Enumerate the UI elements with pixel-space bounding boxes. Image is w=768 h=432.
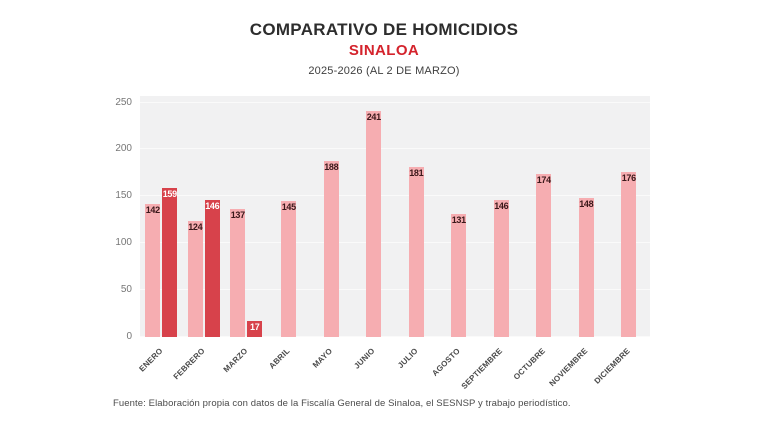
bar-2025-junio: 241 bbox=[366, 111, 382, 337]
x-col-julio: JULIO bbox=[395, 340, 438, 395]
bar-value-label: 159 bbox=[162, 189, 177, 199]
x-label-mayo: MAYO bbox=[311, 346, 335, 370]
bar-value-label: 241 bbox=[366, 112, 381, 122]
month-group-agosto: 131 bbox=[438, 96, 481, 337]
bar-2025-octubre: 174 bbox=[536, 174, 552, 337]
chart-title: COMPARATIVO DE HOMICIDIOS bbox=[249, 20, 519, 39]
x-col-abril: ABRIL bbox=[268, 340, 311, 395]
x-col-marzo: MARZO bbox=[221, 340, 268, 395]
y-tick-label: 50 bbox=[120, 284, 132, 296]
bar-value-label: 131 bbox=[451, 215, 466, 225]
month-group-enero: 142 159 bbox=[140, 96, 183, 337]
bar-value-label: 142 bbox=[145, 205, 160, 215]
x-col-septiembre: SEPTIEMBRE bbox=[460, 340, 523, 395]
month-group-octubre: 174 bbox=[523, 96, 566, 337]
bars-layer: 142 159 124 146 137 17 145 188 241 181 131 146 174 14… bbox=[140, 96, 650, 337]
bar-2025-enero: 142 bbox=[145, 204, 161, 337]
x-col-noviembre: NOVIEMBRE bbox=[548, 340, 608, 395]
month-group-noviembre: 148 bbox=[565, 96, 608, 337]
bar-2025-abril: 145 bbox=[281, 201, 297, 337]
gridline bbox=[140, 289, 650, 291]
bar-value-label: 174 bbox=[536, 175, 551, 185]
month-group-diciembre: 176 bbox=[608, 96, 651, 337]
x-label-enero: ENERO bbox=[137, 346, 165, 374]
y-tick-label: 250 bbox=[115, 96, 132, 108]
x-col-junio: JUNIO bbox=[353, 340, 396, 395]
x-axis-labels: ENERO FEBRERO MARZO ABRIL MAYO JUNIO JULIO AGOS… bbox=[137, 340, 651, 395]
month-group-febrero: 124 146 bbox=[183, 96, 226, 337]
x-label-junio: JUNIO bbox=[352, 346, 377, 371]
month-group-junio: 241 bbox=[353, 96, 396, 337]
month-group-septiembre: 146 bbox=[480, 96, 523, 337]
gridline bbox=[140, 148, 650, 150]
x-label-julio: JULIO bbox=[395, 346, 420, 371]
y-tick-label: 200 bbox=[115, 143, 132, 155]
bar-value-label: 145 bbox=[281, 202, 296, 212]
month-group-mayo: 188 bbox=[310, 96, 353, 337]
plot-area: 142 159 124 146 137 17 145 188 241 181 131 146 174 14… bbox=[140, 96, 650, 337]
month-group-abril: 145 bbox=[268, 96, 311, 337]
gridline bbox=[140, 242, 650, 244]
bar-2025-mayo: 188 bbox=[323, 161, 339, 337]
x-col-enero: ENERO bbox=[137, 340, 183, 395]
bar-value-label: 176 bbox=[621, 173, 636, 183]
bar-2025-marzo: 137 bbox=[230, 209, 246, 337]
chart-subtitle: SINALOA bbox=[348, 42, 420, 59]
bar-2025-noviembre: 148 bbox=[578, 198, 594, 337]
bar-value-label: 124 bbox=[188, 222, 203, 232]
bar-value-label: 146 bbox=[205, 201, 220, 211]
bar-2026-marzo: 17 bbox=[247, 321, 263, 337]
bar-2025-septiembre: 146 bbox=[493, 200, 509, 337]
bar-value-label: 146 bbox=[494, 201, 509, 211]
month-group-marzo: 137 17 bbox=[225, 96, 268, 337]
gridline bbox=[140, 101, 650, 103]
bar-value-label: 17 bbox=[250, 322, 260, 332]
source-note: Fuente: Elaboración propia con datos de … bbox=[113, 398, 571, 409]
bar-2025-diciembre: 176 bbox=[621, 172, 637, 337]
y-tick-label: 0 bbox=[126, 331, 132, 342]
x-col-agosto: AGOSTO bbox=[430, 340, 481, 395]
chart-header: COMPARATIVO DE HOMICIDIOS SINALOA 2025-2… bbox=[0, 20, 768, 77]
bar-value-label: 137 bbox=[230, 210, 245, 220]
x-col-mayo: MAYO bbox=[310, 340, 353, 395]
gridline bbox=[140, 336, 650, 337]
x-col-febrero: FEBRERO bbox=[172, 340, 226, 395]
grid-layer bbox=[140, 96, 650, 337]
bar-value-label: 188 bbox=[324, 162, 339, 172]
bar-2026-febrero: 146 bbox=[204, 200, 220, 337]
gridline bbox=[140, 195, 650, 197]
y-tick-label: 100 bbox=[115, 237, 132, 249]
bar-2026-enero: 159 bbox=[162, 188, 178, 337]
bar-2025-febrero: 124 bbox=[187, 221, 203, 337]
bar-value-label: 148 bbox=[579, 199, 594, 209]
x-label-marzo: MARZO bbox=[221, 346, 250, 375]
chart-period-note: 2025-2026 (AL 2 DE MARZO) bbox=[308, 65, 460, 77]
x-label-abril: ABRIL bbox=[267, 346, 292, 371]
bar-2025-julio: 181 bbox=[408, 167, 424, 337]
month-group-julio: 181 bbox=[395, 96, 438, 337]
x-col-octubre: OCTUBRE bbox=[512, 340, 566, 395]
bar-2025-agosto: 131 bbox=[451, 214, 467, 337]
y-tick-label: 150 bbox=[115, 190, 132, 202]
x-col-diciembre: DICIEMBRE bbox=[593, 340, 651, 395]
bar-value-label: 181 bbox=[409, 168, 424, 178]
